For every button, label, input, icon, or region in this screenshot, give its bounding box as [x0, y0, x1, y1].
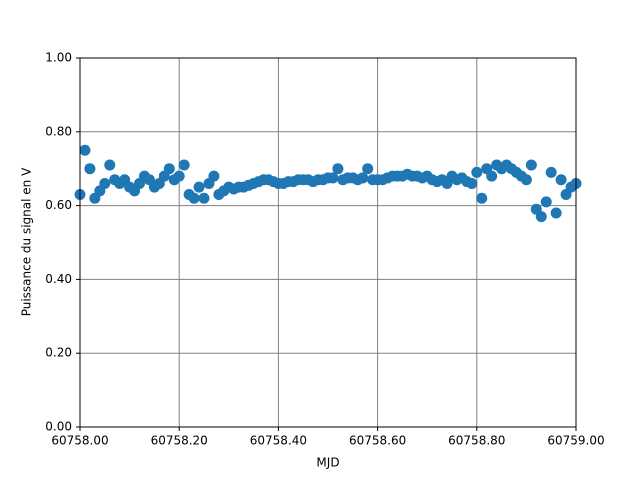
- point: [99, 177, 111, 189]
- x-tick-label: 60758.20: [151, 434, 208, 448]
- point: [525, 159, 537, 171]
- point: [471, 166, 483, 178]
- point: [84, 163, 96, 175]
- point: [545, 166, 557, 178]
- y-tick-label: 0.60: [45, 198, 72, 212]
- point: [486, 170, 498, 182]
- point: [327, 172, 339, 184]
- y-tick-label: 0.00: [45, 420, 72, 434]
- plot-frame: [79, 57, 577, 428]
- point: [188, 192, 200, 204]
- y-tick-label: 1.00: [45, 51, 72, 65]
- point: [173, 170, 185, 182]
- x-tick-label: 60758.40: [250, 434, 307, 448]
- point: [357, 172, 369, 184]
- x-tick-label: 60758.60: [349, 434, 406, 448]
- y-axis-label: Puissance du signal en V: [20, 167, 34, 316]
- point: [535, 211, 547, 223]
- y-tick-label: 0.40: [45, 272, 72, 286]
- point: [332, 163, 344, 175]
- x-tick-label: 60758.80: [448, 434, 505, 448]
- point: [466, 177, 478, 189]
- point: [79, 144, 91, 156]
- y-tick-label: 0.20: [45, 346, 72, 360]
- y-tick-label: 0.80: [45, 124, 72, 138]
- point: [178, 159, 190, 171]
- point: [520, 174, 532, 186]
- point: [193, 181, 205, 193]
- point: [555, 174, 567, 186]
- point: [476, 192, 488, 204]
- x-axis-label: MJD: [316, 456, 339, 470]
- x-tick-label: 60759.00: [547, 434, 604, 448]
- point: [104, 159, 116, 171]
- point: [198, 192, 210, 204]
- point: [208, 170, 220, 182]
- point: [362, 163, 374, 175]
- point: [550, 207, 562, 219]
- point: [163, 163, 175, 175]
- x-tick-label: 60758.00: [51, 434, 108, 448]
- point: [540, 196, 552, 208]
